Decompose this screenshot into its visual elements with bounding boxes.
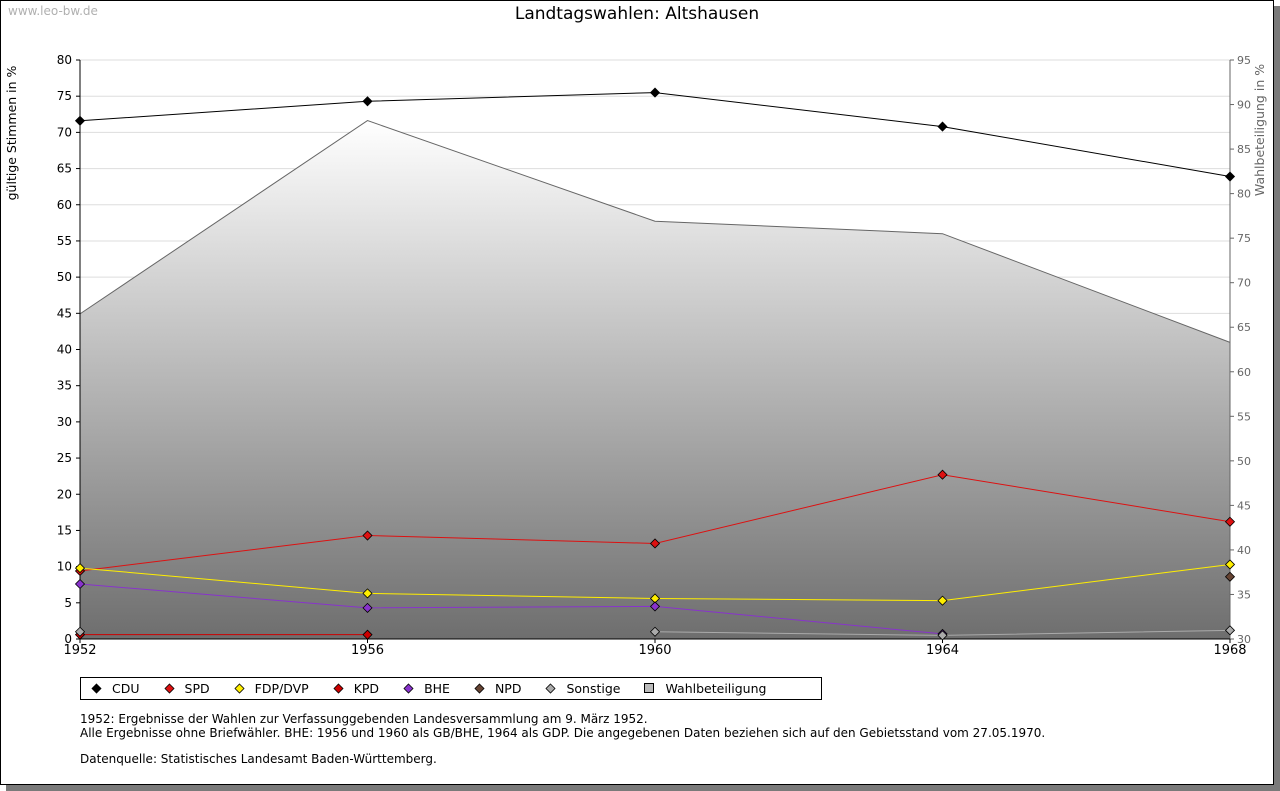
point-spd-1960: [649, 538, 661, 549]
watermark: www.leo-bw.de: [8, 4, 98, 18]
tick-label-y2-75: 75: [1237, 232, 1251, 245]
footnote-line-1: 1952: Ergebnisse der Wahlen zur Verfassu…: [80, 712, 648, 726]
tick-label-y-20: 20: [57, 487, 72, 501]
tick-label-y-45: 45: [57, 306, 72, 320]
tick-label-y-40: 40: [57, 343, 72, 357]
tick-label-y2-80: 80: [1237, 188, 1251, 201]
point-cdu-1964: [937, 121, 948, 132]
point-fdp-dvp-1956: [362, 588, 373, 599]
tick-label-y-80: 80: [57, 53, 72, 67]
tick-label-y2-70: 70: [1237, 277, 1251, 290]
legend-label-fdp-dvp: FDP/DVP: [254, 681, 309, 696]
chart-title: Landtagswahlen: Altshausen: [514, 4, 760, 24]
footnotes: 1952: Ergebnisse der Wahlen zur Verfassu…: [80, 712, 1045, 740]
series-line-bhe: [79, 583, 943, 635]
tick-label-y2-65: 65: [1237, 321, 1251, 334]
point-cdu-1968: [1224, 171, 1236, 182]
turnout-area-layer: [79, 120, 1231, 639]
legend-label-sonstige: Sonstige: [566, 681, 621, 696]
legend-marker-sonstige: [545, 683, 557, 694]
tick-label-y-50: 50: [57, 270, 72, 284]
point-bhe-1952: [74, 578, 86, 590]
point-sonstige-1960: [649, 626, 661, 637]
legend-marker-spd: [163, 683, 175, 694]
point-npd-1968: [1224, 571, 1236, 582]
tick-label-y-10: 10: [57, 560, 72, 574]
tick-label-y-25: 25: [57, 451, 72, 465]
legend-marker-fdp-dvp: [234, 683, 245, 694]
chart-svg: 0 5 10 15 20 25 30 35 40 45 50 55 60 65 70 75 80 30 35 40 45…: [4, 53, 1267, 658]
legend-item-sonstige: Sonstige: [545, 681, 620, 696]
tick-label-y2-35: 35: [1237, 588, 1251, 601]
tick-label-y-75: 75: [57, 89, 72, 103]
tick-label-x-1956: 1956: [351, 643, 384, 658]
legend-marker-wahlbeteiligung: [644, 683, 655, 693]
point-fdp-dvp-1968: [1224, 559, 1236, 570]
point-bhe-1960: [649, 601, 661, 612]
legend-item-cdu: CDU: [91, 681, 140, 696]
point-sonstige-1968: [1224, 625, 1236, 636]
tick-label-y2-40: 40: [1237, 544, 1251, 557]
footnote-line-2: Alle Ergebnisse ohne Briefwähler. BHE: 1…: [80, 726, 1046, 740]
legend-item-spd: SPD: [163, 681, 210, 696]
point-fdp-dvp-1964: [937, 595, 948, 606]
legend-marker-bhe: [403, 683, 414, 694]
point-sonstige-1952: [74, 626, 86, 637]
tick-label-x-1960: 1960: [638, 643, 671, 658]
legend-label-wahlbeteiligung: Wahlbeteiligung: [665, 681, 767, 696]
tick-label-y-0: 0: [64, 632, 72, 646]
legend-label-kpd: KPD: [353, 681, 380, 696]
tick-label-y2-55: 55: [1237, 410, 1251, 423]
legend-item-bhe: BHE: [403, 681, 450, 696]
legend: CDU SPD FDP/DVP KPD BHE NPD Sonstige Wahlbeteil…: [80, 677, 822, 700]
legend-item-fdp-dvp: FDP/DVP: [234, 681, 309, 696]
legend-label-spd: SPD: [184, 681, 210, 696]
tick-label-y2-85: 85: [1237, 143, 1251, 156]
point-cdu-1952: [74, 115, 86, 126]
point-cdu-1960: [649, 87, 661, 98]
legend-label-bhe: BHE: [424, 681, 450, 696]
point-kpd-1956: [362, 629, 373, 640]
tick-label-y2-45: 45: [1237, 499, 1251, 512]
point-spd-1968: [1224, 516, 1236, 527]
legend-marker-npd: [474, 683, 485, 694]
series-line-cdu: [79, 92, 1231, 178]
tick-label-y2-90: 90: [1237, 99, 1251, 112]
point-fdp-dvp-1952: [74, 563, 86, 574]
axis-layer: 0 5 10 15 20 25 30 35 40 45 50 55 60 65 70 75 80 30 35 40 45…: [57, 53, 1251, 658]
tick-label-y-15: 15: [57, 523, 72, 537]
tick-label-y-70: 70: [57, 125, 72, 139]
legend-item-kpd: KPD: [333, 681, 379, 696]
tick-label-x-1952: 1952: [63, 643, 96, 658]
legend-marker-cdu: [91, 683, 102, 694]
point-spd-1964: [937, 469, 948, 480]
tick-label-y-35: 35: [57, 379, 72, 393]
y-axis-label: gültige Stimmen in %: [4, 65, 19, 200]
tick-label-y-30: 30: [57, 415, 72, 429]
legend-label-npd: NPD: [494, 681, 522, 696]
legend-marker-kpd: [333, 683, 344, 694]
tick-label-y-5: 5: [64, 596, 72, 610]
point-spd-1956: [362, 530, 373, 541]
tick-label-x-1968: 1968: [1213, 643, 1246, 658]
turnout-line: [79, 120, 1231, 343]
tick-label-y2-30: 30: [1237, 633, 1251, 646]
tick-label-y2-50: 50: [1237, 455, 1251, 468]
legend-item-npd: NPD: [474, 681, 522, 696]
tick-label-x-1964: 1964: [926, 643, 959, 658]
series-layer: [74, 87, 1236, 641]
point-cdu-1956: [362, 96, 373, 107]
turnout-area: [80, 120, 1230, 639]
tick-label-y-65: 65: [57, 162, 72, 176]
tick-label-y-60: 60: [57, 198, 72, 212]
tick-label-y-55: 55: [57, 234, 72, 248]
point-bhe-1956: [362, 602, 373, 613]
legend-label-cdu: CDU: [112, 681, 140, 696]
tick-label-y2-95: 95: [1237, 54, 1251, 67]
y2-axis-label: Wahlbeteiligung in %: [1252, 64, 1267, 196]
point-sonstige-1964: [937, 630, 948, 641]
tick-label-y2-60: 60: [1237, 366, 1251, 379]
data-source: Datenquelle: Statistisches Landesamt Bad…: [80, 752, 437, 766]
legend-item-wahlbeteiligung: Wahlbeteiligung: [644, 681, 766, 696]
